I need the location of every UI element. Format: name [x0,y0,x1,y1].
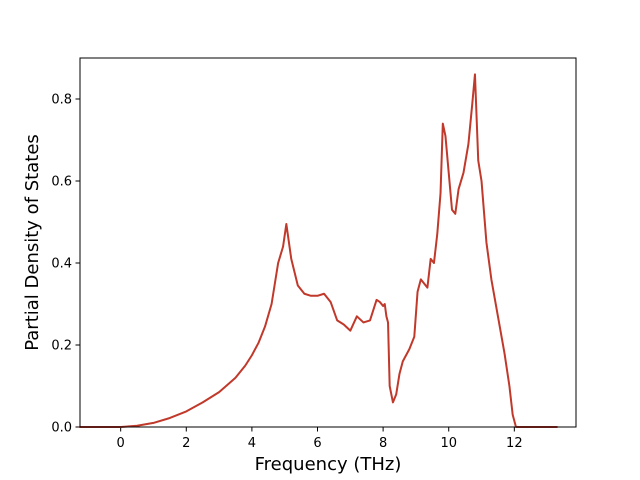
x-tick-label: 10 [440,436,457,451]
x-tick-label: 6 [313,436,321,451]
y-tick-label: 0.4 [51,257,72,272]
y-tick-label: 0.2 [51,339,72,354]
y-axis-label: Partial Density of States [22,134,43,351]
x-tick-label: 4 [248,436,256,451]
x-ticks: 0 2 4 6 8 10 12 [117,427,523,451]
x-axis-label: Frequency (THz) [255,454,402,475]
y-ticks: 0.0 0.2 0.4 0.6 0.8 [51,93,80,436]
x-tick-label: 2 [182,436,190,451]
y-tick-label: 0.8 [51,93,72,108]
x-tick-label: 8 [379,436,387,451]
x-tick-label: 0 [117,436,125,451]
series-layer [78,73,558,428]
y-tick-label: 0.6 [51,175,72,190]
x-tick-label: 12 [506,436,523,451]
pdos-line [78,73,558,428]
y-tick-label: 0.0 [51,421,72,436]
plot-frame [79,57,577,428]
